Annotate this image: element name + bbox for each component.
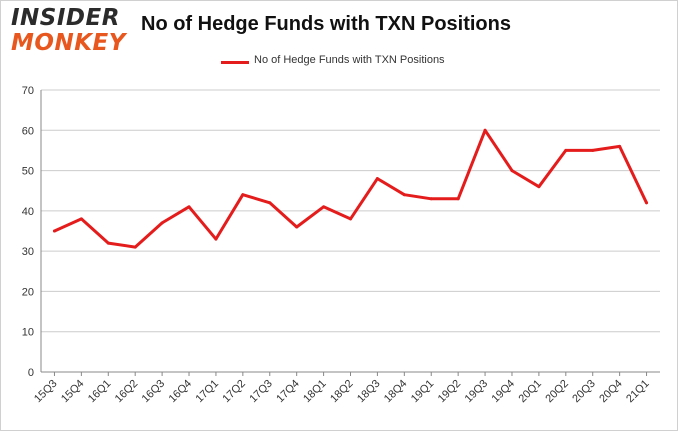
- series-line: [53, 128, 648, 249]
- x-tick-label: 16Q4: [167, 378, 195, 406]
- chart-title: No of Hedge Funds with TXN Positions: [141, 13, 511, 35]
- data-point: [322, 205, 326, 209]
- data-point: [591, 148, 595, 152]
- data-point: [375, 177, 379, 181]
- data-point: [402, 193, 406, 197]
- x-tick-label: 17Q3: [247, 378, 275, 406]
- data-point: [510, 169, 514, 173]
- data-point: [52, 229, 56, 233]
- x-tick-label: 15Q3: [32, 378, 60, 406]
- x-tick-label: 17Q1: [194, 378, 222, 406]
- x-tick-label: 20Q3: [570, 378, 598, 406]
- y-tick-label: 20: [22, 286, 34, 298]
- x-tick-label: 18Q3: [355, 378, 383, 406]
- x-tick-label: 19Q3: [463, 378, 491, 406]
- y-tick-label: 10: [22, 327, 34, 339]
- y-tick-label: 70: [22, 85, 34, 97]
- data-point: [187, 205, 191, 209]
- y-tick-label: 30: [22, 246, 34, 258]
- data-point: [79, 217, 83, 221]
- legend-label: No of Hedge Funds with TXN Positions: [254, 54, 445, 66]
- x-tick-label: 15Q4: [59, 378, 87, 406]
- x-tick-label: 17Q2: [220, 378, 248, 406]
- data-point: [349, 217, 352, 221]
- x-tick-label: 18Q1: [301, 378, 329, 406]
- series-layer: [52, 128, 649, 249]
- x-tick-label: 16Q2: [113, 378, 141, 406]
- y-tick-label: 40: [22, 206, 34, 218]
- data-point: [537, 185, 541, 189]
- data-point: [483, 128, 487, 132]
- x-tick-label: 20Q1: [516, 378, 544, 406]
- data-point: [645, 201, 649, 205]
- logo-line-2: MONKEY: [11, 30, 126, 56]
- x-tick-label: 18Q4: [382, 378, 410, 406]
- data-point: [241, 193, 245, 197]
- y-tick-label: 60: [22, 125, 34, 137]
- x-tick-label: 19Q2: [436, 378, 464, 406]
- data-point: [214, 237, 218, 241]
- data-point: [618, 144, 622, 148]
- data-point: [295, 225, 299, 229]
- axes: [40, 90, 660, 376]
- data-point: [106, 241, 110, 245]
- y-tick-label: 50: [22, 166, 34, 178]
- x-tick-labels: 15Q3 15Q4 16Q1 16Q2 16Q3 16Q4 17Q1 17Q2 17Q3 17Q4…: [32, 378, 652, 406]
- x-tick-label: 18Q2: [328, 378, 356, 406]
- data-point: [456, 197, 460, 201]
- data-point: [268, 201, 272, 205]
- data-point: [133, 245, 137, 249]
- data-point: [429, 197, 433, 201]
- y-tick-labels: 0 10 20 30 40 50 60 70: [22, 85, 34, 379]
- data-point: [160, 221, 164, 225]
- gridlines: [41, 89, 660, 333]
- x-tick-label: 21Q1: [624, 378, 652, 406]
- x-tick-label: 20Q2: [543, 378, 571, 406]
- logo-line-1: INSIDER: [11, 5, 120, 31]
- y-tick-label: 0: [28, 367, 34, 379]
- legend-swatch: [221, 61, 249, 64]
- x-tick-label: 19Q1: [409, 378, 437, 406]
- x-tick-label: 16Q3: [140, 378, 168, 406]
- x-tick-label: 19Q4: [490, 378, 518, 406]
- x-tick-label: 17Q4: [274, 378, 302, 406]
- insider-monkey-logo: INSIDER MONKEY: [11, 7, 129, 57]
- x-tick-label: 20Q4: [597, 378, 625, 406]
- x-tick-label: 16Q1: [86, 378, 114, 406]
- data-point: [564, 148, 568, 152]
